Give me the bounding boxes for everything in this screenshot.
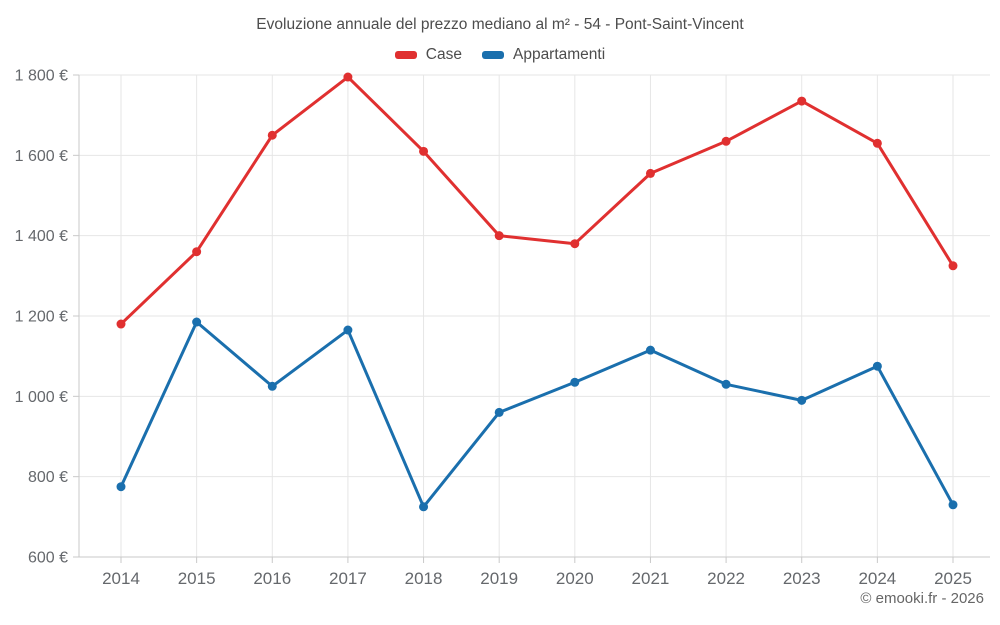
x-axis-label: 2017: [329, 569, 367, 588]
x-axis-label: 2020: [556, 569, 594, 588]
data-point-case-2015[interactable]: [192, 247, 202, 257]
x-axis-label: 2016: [253, 569, 291, 588]
data-point-case-2014[interactable]: [116, 319, 126, 329]
data-point-case-2025[interactable]: [948, 261, 958, 271]
data-point-case-2019[interactable]: [494, 231, 504, 241]
legend-label-case: Case: [425, 46, 462, 63]
data-point-case-2022[interactable]: [721, 136, 731, 146]
y-axis-label: 800 €: [28, 469, 68, 486]
y-axis-label: 1 800 €: [15, 68, 68, 85]
legend-marker-case-icon: [394, 51, 417, 59]
data-point-case-2020[interactable]: [570, 239, 580, 249]
y-axis-label: 1 600 €: [15, 148, 68, 165]
y-axis-label: 1 000 €: [15, 389, 68, 406]
chart-title: Evoluzione annuale del prezzo mediano al…: [256, 16, 744, 33]
y-axis-label: 1 400 €: [15, 228, 68, 245]
chart-legend: Case Appartamenti: [0, 46, 1000, 64]
data-point-appartamenti-2024[interactable]: [872, 361, 882, 371]
data-point-appartamenti-2018[interactable]: [419, 502, 429, 512]
x-axis-label: 2015: [178, 569, 216, 588]
data-point-appartamenti-2021[interactable]: [645, 345, 655, 355]
copyright-credit: © emooki.fr - 2026: [860, 590, 984, 607]
data-point-appartamenti-2019[interactable]: [494, 407, 504, 417]
data-point-case-2018[interactable]: [419, 146, 429, 156]
series-line-appartamenti: [119, 320, 955, 509]
data-point-appartamenti-2020[interactable]: [570, 377, 580, 387]
data-point-appartamenti-2022[interactable]: [721, 379, 731, 389]
x-axis-label: 2024: [858, 569, 896, 588]
legend-label-appartamenti: Appartamenti: [512, 46, 606, 63]
x-axis-label: 2022: [707, 569, 745, 588]
data-point-case-2021[interactable]: [645, 168, 655, 178]
data-point-case-2023[interactable]: [797, 96, 807, 106]
x-axis-label: 2023: [783, 569, 821, 588]
x-axis-label: 2021: [632, 569, 670, 588]
legend-item-case[interactable]: Case: [394, 46, 462, 64]
x-axis-label: 2018: [405, 569, 443, 588]
series-line-case: [119, 75, 955, 326]
legend-marker-appartamenti-icon: [481, 51, 504, 59]
y-axis-label: 1 200 €: [15, 309, 68, 326]
data-point-appartamenti-2025[interactable]: [948, 500, 958, 510]
legend-item-appartamenti[interactable]: Appartamenti: [481, 46, 606, 64]
x-axis-label: 2019: [480, 569, 518, 588]
data-point-case-2016[interactable]: [267, 130, 277, 140]
data-point-case-2024[interactable]: [872, 138, 882, 148]
x-axis-label: 2014: [102, 569, 140, 588]
x-axis-label: 2025: [934, 569, 972, 588]
data-point-appartamenti-2014[interactable]: [116, 482, 126, 492]
y-axis-label: 600 €: [28, 550, 68, 567]
data-point-appartamenti-2017[interactable]: [343, 325, 353, 335]
data-point-appartamenti-2015[interactable]: [192, 317, 202, 327]
data-point-appartamenti-2016[interactable]: [267, 381, 277, 391]
data-point-appartamenti-2023[interactable]: [797, 395, 807, 405]
data-point-case-2017[interactable]: [343, 72, 353, 82]
